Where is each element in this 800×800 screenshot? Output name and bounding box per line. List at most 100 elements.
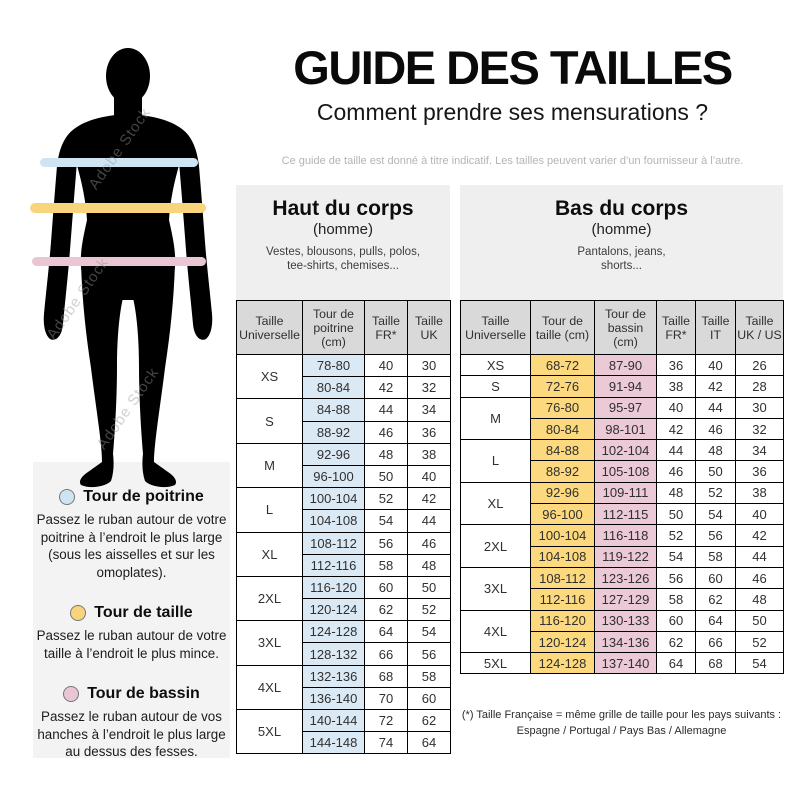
size-cell: S — [236, 398, 303, 444]
value-cell: 60 — [407, 686, 451, 711]
value-cell: 46 — [735, 566, 784, 590]
value-cell: 76-80 — [530, 396, 595, 419]
value-cell: 42 — [407, 487, 451, 511]
value-cell: 100-104 — [530, 524, 595, 547]
value-cell: 60 — [364, 575, 408, 600]
table-row: 3XL 108-112 123-126 56 60 46 — [460, 566, 784, 611]
value-cell: 72 — [364, 708, 408, 733]
value-cell: 98-101 — [594, 417, 657, 441]
value-cell: 40 — [735, 503, 784, 526]
section-header: Bas du corps (homme) Pantalons, jeans, s… — [460, 185, 783, 300]
section-description: Pantalons, jeans, shorts... — [577, 246, 666, 273]
table-row: XS 78-80 40 30 — [236, 353, 451, 400]
table-row: 2XL 116-120 60 50 — [236, 575, 451, 622]
section-bas-du-corps: Bas du corps (homme) Pantalons, jeans, s… — [460, 185, 784, 739]
value-cell: 96-100 — [530, 503, 595, 526]
value-cell: 116-120 — [302, 575, 365, 600]
table-row: XL 108-112 56 46 — [236, 531, 451, 577]
value-cell: 91-94 — [594, 375, 657, 398]
value-cell: 62 — [364, 598, 408, 622]
section-title: Haut du corps — [272, 197, 414, 220]
value-cell: 44 — [407, 509, 451, 533]
value-cell: 30 — [407, 353, 451, 378]
value-cell: 102-104 — [594, 439, 657, 462]
value-cell: 124-128 — [302, 620, 365, 644]
value-cell: 40 — [656, 396, 696, 419]
table-row: XS 68-72 87-90 36 40 26 — [460, 353, 784, 377]
value-cell: 50 — [407, 575, 451, 600]
section-subtitle: (homme) — [591, 221, 652, 239]
value-cell: 42 — [735, 524, 784, 547]
value-cell: 78-80 — [302, 353, 365, 378]
legend-panel: Tour de poitrine Passez le ruban autour … — [33, 462, 230, 759]
value-cell: 109-111 — [594, 481, 657, 505]
size-cell: 3XL — [460, 566, 531, 611]
value-cell: 44 — [656, 439, 696, 462]
value-cell: 119-122 — [594, 545, 657, 568]
size-cell: 3XL — [236, 620, 303, 666]
section-header: Haut du corps (homme) Vestes, blousons, … — [236, 185, 450, 300]
value-cell: 26 — [735, 353, 784, 377]
value-cell: 42 — [656, 417, 696, 441]
value-cell: 44 — [735, 545, 784, 568]
value-cell: 36 — [656, 353, 696, 377]
column-header: Taille UK / US — [735, 300, 784, 355]
table-row: 104-108 54 44 — [237, 509, 451, 533]
page-title: GUIDE DES TAILLES — [293, 41, 733, 94]
size-cell: L — [460, 439, 531, 483]
table-row: 144-148 74 64 — [237, 731, 451, 755]
value-cell: 92-96 — [530, 481, 595, 505]
figure-right-leg — [133, 262, 177, 488]
size-table-bas: Taille Universelle Tour de taille (cm) T… — [460, 300, 784, 675]
value-cell: 36 — [735, 460, 784, 483]
value-cell: 127-129 — [594, 588, 657, 611]
table-row: 2XL 100-104 116-118 52 56 42 — [460, 524, 784, 568]
page-header: GUIDE DES TAILLES Comment prendre ses me… — [235, 42, 790, 167]
value-cell: 38 — [735, 481, 784, 505]
value-cell: 123-126 — [594, 566, 657, 590]
value-cell: 62 — [656, 630, 696, 654]
disclaimer-text: Ce guide de taille est donné à titre ind… — [281, 154, 744, 167]
size-cell: 5XL — [236, 708, 303, 755]
value-cell: 54 — [407, 620, 451, 644]
value-cell: 120-124 — [530, 630, 595, 654]
size-cell: 5XL — [460, 652, 531, 675]
size-cell: 4XL — [236, 664, 303, 711]
figure-head — [106, 48, 150, 104]
value-cell: 40 — [695, 353, 736, 377]
value-cell: 56 — [695, 524, 736, 547]
size-cell: 4XL — [460, 609, 531, 654]
value-cell: 60 — [656, 609, 696, 632]
legend-item-waist: Tour de taille Passez le ruban autour de… — [35, 604, 228, 662]
value-cell: 88-92 — [530, 460, 595, 483]
value-cell: 46 — [364, 420, 408, 444]
table-row: S 84-88 44 34 — [236, 398, 451, 444]
value-cell: 124-128 — [530, 652, 595, 675]
value-cell: 52 — [407, 598, 451, 622]
value-cell: 50 — [364, 464, 408, 489]
legend-body: Passez le ruban autour de votre taille à… — [36, 628, 227, 661]
section-title: Bas du corps — [554, 197, 689, 220]
legend-head: Tour de bassin — [35, 685, 228, 703]
size-cell: 2XL — [236, 575, 303, 622]
value-cell: 52 — [656, 524, 696, 547]
value-cell: 54 — [695, 503, 736, 526]
value-cell: 28 — [735, 375, 784, 398]
value-cell: 54 — [364, 509, 408, 533]
figure-left-leg — [79, 262, 123, 488]
value-cell: 144-148 — [302, 731, 365, 755]
value-cell: 88-92 — [302, 420, 365, 444]
value-cell: 42 — [364, 376, 408, 400]
value-cell: 56 — [364, 531, 408, 555]
value-cell: 40 — [407, 464, 451, 489]
value-cell: 58 — [656, 588, 696, 611]
value-cell: 48 — [407, 553, 451, 577]
legend-head: Tour de taille — [35, 604, 228, 622]
value-cell: 100-104 — [302, 487, 365, 511]
legend-title: Tour de bassin — [87, 685, 200, 702]
hips-color-icon — [63, 686, 80, 702]
waist-color-icon — [70, 605, 87, 621]
size-cell: S — [460, 375, 531, 398]
value-cell: 68 — [695, 652, 736, 675]
table-row: 112-116 58 48 — [237, 553, 451, 577]
